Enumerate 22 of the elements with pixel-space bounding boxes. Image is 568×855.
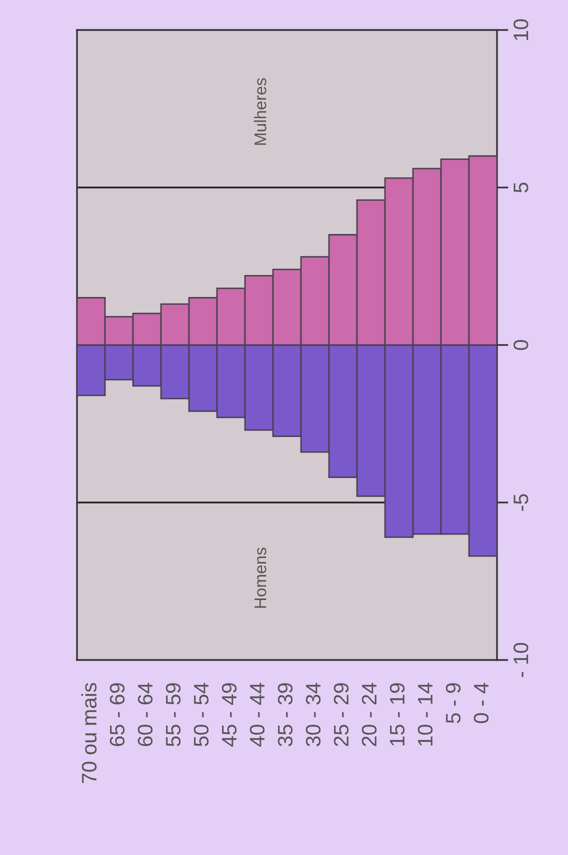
annotation: Mulheres: [254, 78, 266, 145]
x-tick-label: 35 - 39: [278, 683, 293, 746]
x-tick-label: 30 - 34: [306, 682, 321, 746]
x-tick-label: 20 - 24: [362, 682, 377, 746]
x-tick-label: 55 - 59: [166, 683, 181, 746]
x-tick-label: 10 - 14: [418, 682, 433, 746]
y-tick-label: 5: [514, 182, 528, 192]
x-tick-label: 65 - 69: [110, 683, 125, 746]
x-tick-label: 15 - 19: [390, 683, 405, 746]
y-tick-label: 0: [514, 340, 528, 350]
x-tick-label: 70 ou mais: [81, 682, 97, 784]
x-tick-label: 5 - 9: [446, 683, 461, 724]
annotation: Homens: [254, 548, 266, 608]
y-tick-label: 10: [514, 19, 528, 40]
x-tick-label: 45 - 49: [222, 683, 237, 747]
x-tick-label: 40 - 44: [250, 682, 265, 747]
x-tick-label: 60 - 64: [138, 682, 153, 746]
x-tick-label: 50 - 54: [194, 682, 209, 746]
x-tick-label: 25 - 29: [334, 683, 349, 746]
y-tick-label: -5: [514, 494, 528, 511]
y-tick-label: - 10: [514, 642, 528, 678]
x-tick-label: 0 - 4: [474, 682, 489, 724]
